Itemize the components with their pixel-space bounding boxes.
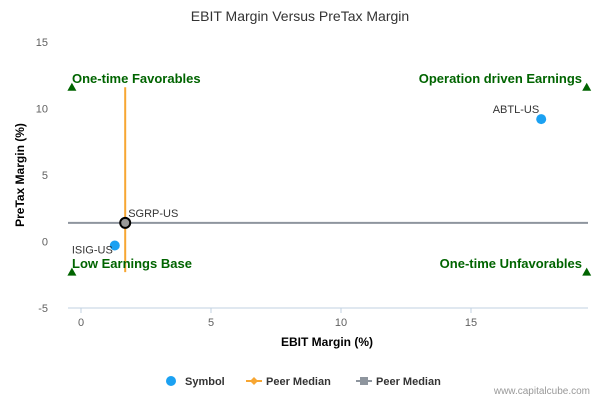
legend-symbol-marker (166, 376, 176, 386)
quadrant-marker-top-left (67, 82, 77, 91)
chart-title: EBIT Margin Versus PreTax Margin (191, 8, 409, 24)
y-axis-ticks: -5 0 5 10 15 (36, 37, 48, 315)
y-tick-label: 15 (36, 37, 48, 49)
data-point-label: ISIG-US (72, 244, 113, 256)
legend-label: Symbol (185, 376, 225, 388)
quadrant-label-bottom-left: Low Earnings Base (72, 256, 192, 271)
quadrant-label-bottom-right: One-time Unfavorables (440, 256, 582, 271)
data-points: ABTL-US SGRP-US ISIG-US (72, 104, 547, 256)
y-tick-label: 0 (42, 237, 48, 249)
legend-label: Peer Median (376, 376, 441, 388)
y-axis-label: PreTax Margin (%) (13, 123, 27, 227)
data-point-highlighted (119, 216, 132, 229)
data-point (536, 114, 547, 125)
quadrant-label-top-right: Operation driven Earnings (419, 71, 582, 86)
quadrant-marker-top-right (582, 82, 592, 91)
y-tick-label: -5 (38, 303, 48, 315)
x-tick-label: 10 (335, 317, 347, 329)
peer-median-lines (68, 87, 588, 273)
x-axis-label: EBIT Margin (%) (281, 335, 373, 349)
data-point (109, 240, 120, 251)
legend-label: Peer Median (266, 376, 331, 388)
data-point-label: SGRP-US (128, 208, 178, 220)
quadrant-label-top-left: One-time Favorables (72, 71, 201, 86)
y-tick-label: 10 (36, 104, 48, 116)
quadrant-corner-markers (67, 82, 592, 276)
x-tick-label: 5 (208, 317, 214, 329)
legend-diamond-marker (250, 377, 258, 385)
legend: Symbol Peer Median Peer Median (166, 376, 441, 388)
credit-text: www.capitalcube.com (493, 386, 590, 397)
data-point-label: ABTL-US (493, 104, 539, 116)
quadrant-marker-bottom-right (582, 267, 592, 276)
x-axis-ticks: 0 5 10 15 (78, 308, 477, 329)
x-tick-label: 15 (465, 317, 477, 329)
quadrant-marker-bottom-left (67, 267, 77, 276)
quadrant-labels: One-time Favorables Operation driven Earn… (72, 71, 582, 271)
x-tick-label: 0 (78, 317, 84, 329)
legend-square-marker (360, 377, 368, 385)
y-tick-label: 5 (42, 170, 48, 182)
